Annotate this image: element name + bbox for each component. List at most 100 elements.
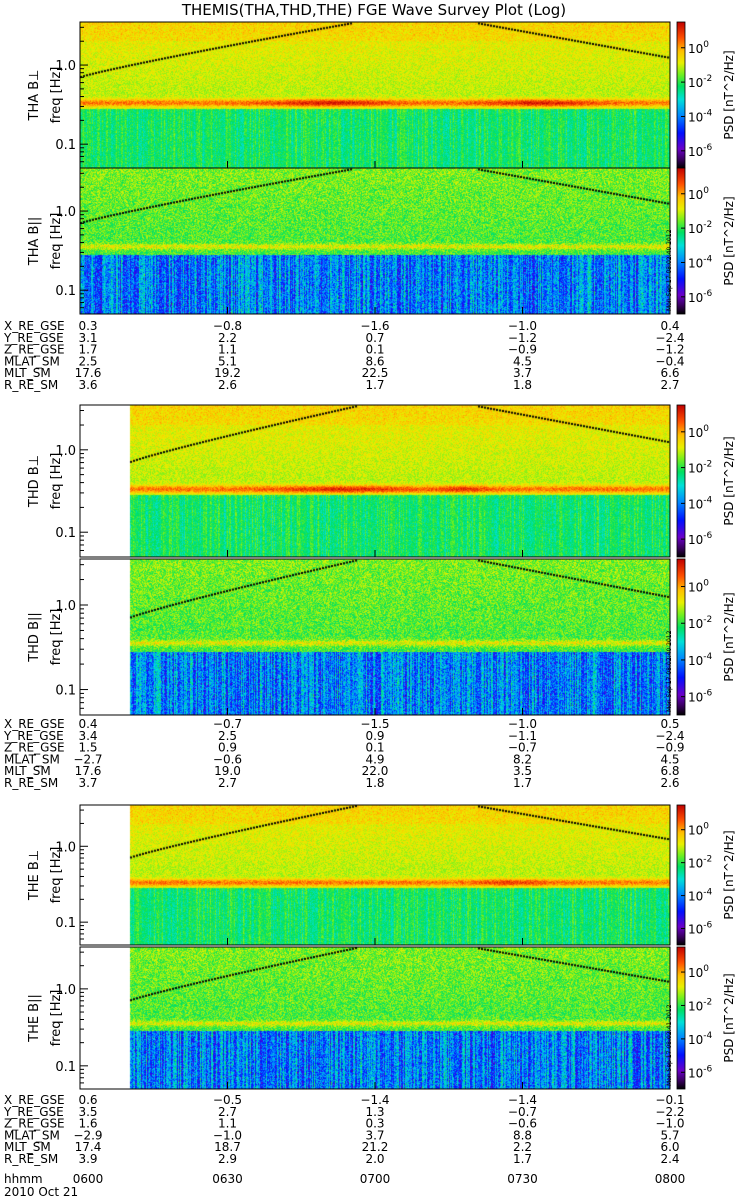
ephemeris-value: 8.6 <box>365 354 384 368</box>
colorbar-tick-label: 10-4 <box>688 652 713 668</box>
colorbar-tick-label: 10-4 <box>688 888 713 904</box>
y-tick-label: 1.0 <box>55 599 76 614</box>
ephemeris-row-label: Z_RE_GSE <box>4 741 65 755</box>
y-axis-label: freq [Hz] <box>49 609 64 666</box>
ephemeris-row-label: MLAT_SM <box>4 752 60 766</box>
ephemeris-value: 3.9 <box>78 1152 97 1166</box>
ephemeris-value: −0.9 <box>655 741 684 755</box>
ephemeris-row-label: MLT_SM <box>4 1140 51 1154</box>
ephemeris-row-label: Y_RE_GSE <box>3 729 64 743</box>
ephemeris-value: 17.6 <box>75 764 102 778</box>
y-tick-label: 0.1 <box>55 138 76 153</box>
ephemeris-value: −0.8 <box>213 319 242 333</box>
ephemeris-value: 22.0 <box>362 764 389 778</box>
ephemeris-value: 1.7 <box>513 776 532 790</box>
date-label: 2010 Oct 21 <box>4 1185 78 1199</box>
panel-label: THE B|| <box>27 994 42 1043</box>
ephemeris-value: 22.5 <box>362 366 389 380</box>
x-tick-label: 0700 <box>360 1172 391 1186</box>
ephemeris-value: 3.6 <box>78 378 97 392</box>
plot-timestamp: Mon Sep 17 08:02:40 2012 <box>666 229 673 311</box>
ephemeris-value: 8.8 <box>513 1128 532 1142</box>
colorbar-tick-label: 10-2 <box>688 997 712 1013</box>
spectrogram-panel: 1.0 0.1 THE B|| freq [Hz] 100 10-2 10-4 10-6 PSD… <box>27 946 736 1090</box>
ephemeris-row-label: Y_RE_GSE <box>3 1105 64 1119</box>
ephemeris-value: 3.5 <box>78 1105 97 1119</box>
ephemeris-value: 2.2 <box>513 1140 532 1154</box>
panel-label: THE B⊥ <box>27 850 42 901</box>
ephemeris-value: 2.4 <box>660 1152 679 1166</box>
colorbar-tick-label: 100 <box>688 579 709 595</box>
y-tick-label: 0.1 <box>55 916 76 931</box>
colorbar <box>676 946 686 1090</box>
y-tick-label: 0.1 <box>55 526 76 541</box>
colorbar-tick-exponent: 0 <box>703 40 709 50</box>
colorbar-tick-exponent: -2 <box>703 855 712 865</box>
colorbar-tick-exponent: -6 <box>703 921 712 931</box>
spectrogram-image <box>80 168 670 314</box>
ephemeris-value: 1.3 <box>365 1105 384 1119</box>
colorbar-label: PSD [nT^2/Hz] <box>722 973 736 1062</box>
x-tick-label: 0800 <box>655 1172 686 1186</box>
colorbar-tick-label: 10-6 <box>688 921 713 937</box>
ephemeris-value: −1.2 <box>508 331 537 345</box>
y-tick-label: 1.0 <box>55 59 76 74</box>
ephemeris-value: 1.8 <box>513 378 532 392</box>
ephemeris-table: X_RE_GSE 0.6 −0.5 −1.4 −1.4 −0.1 Y_RE_GSE 3.5 2.… <box>3 1093 685 1166</box>
y-tick-label: 0.1 <box>55 684 76 699</box>
colorbar-tick-exponent: -4 <box>703 1031 712 1041</box>
ephemeris-value: 0.9 <box>218 741 237 755</box>
colorbar-tick-exponent: -2 <box>703 615 712 625</box>
ephemeris-value: 0.5 <box>660 717 679 731</box>
ephemeris-row-label: Z_RE_GSE <box>4 343 65 357</box>
ephemeris-value: −2.2 <box>655 1105 684 1119</box>
ephemeris-value: −0.7 <box>213 717 242 731</box>
ephemeris-row-label: X_RE_GSE <box>4 1093 65 1107</box>
plot-timestamp: Mon Sep 17 08:02:41 2012 <box>666 1004 673 1086</box>
ephemeris-value: 3.7 <box>78 776 97 790</box>
ephemeris-value: 0.7 <box>365 331 384 345</box>
ephemeris-tables: X_RE_GSE 0.3 −0.8 −1.6 −1.0 0.4 Y_RE_GSE 3.1 2.2… <box>3 319 685 1186</box>
plot-timestamp: Mon Sep 17 08:02:40 2012 <box>666 630 673 712</box>
colorbar-tick-exponent: -2 <box>703 460 712 470</box>
ephemeris-row-label: MLAT_SM <box>4 1128 60 1142</box>
colorbar-tick-label: 10-4 <box>688 108 713 124</box>
ephemeris-value: 3.1 <box>78 331 97 345</box>
colorbar-tick-exponent: -4 <box>703 652 712 662</box>
colorbar-tick-exponent: -2 <box>703 220 712 230</box>
ephemeris-value: 1.7 <box>365 378 384 392</box>
spectrogram-image <box>80 947 670 1089</box>
ephemeris-value: −0.4 <box>655 354 684 368</box>
colorbar-tick-label: 10-6 <box>688 143 713 159</box>
x-tick-label: 0600 <box>73 1172 104 1186</box>
ephemeris-value: 8.2 <box>513 752 532 766</box>
colorbar-tick-exponent: -6 <box>703 689 712 699</box>
ephemeris-value: −0.7 <box>508 1105 537 1119</box>
ephemeris-row-label: MLT_SM <box>4 366 51 380</box>
colorbar-tick-label: 100 <box>688 822 709 838</box>
x-tick-labels: 0600 0630 0700 0730 0800 <box>73 1172 686 1186</box>
ephemeris-value: 5.7 <box>660 1128 679 1142</box>
colorbar-tick-label: 10-6 <box>688 1064 713 1080</box>
spectrogram-image <box>80 805 670 945</box>
ephemeris-value: 17.4 <box>75 1140 102 1154</box>
ephemeris-value: 2.6 <box>218 378 237 392</box>
panel-label: THD B⊥ <box>27 455 42 508</box>
colorbar-tick-exponent: 0 <box>703 964 709 974</box>
ephemeris-value: 1.5 <box>78 741 97 755</box>
ephemeris-value: 0.1 <box>365 343 384 357</box>
spectrogram-image <box>80 559 670 715</box>
spectrogram-panels: 1.0 0.1 THA B⊥ freq [Hz] 100 10-2 10-4 10-6 PSD … <box>27 21 736 1090</box>
x-axis-label: hhmm <box>4 1172 43 1186</box>
ephemeris-value: 21.2 <box>362 1140 389 1154</box>
colorbar-tick-exponent: -2 <box>703 997 712 1007</box>
ephemeris-value: 2.5 <box>78 354 97 368</box>
colorbar-tick-label: 10-6 <box>688 689 713 705</box>
ephemeris-value: 2.2 <box>218 331 237 345</box>
ephemeris-value: −1.0 <box>655 1117 684 1131</box>
y-axis-label: freq [Hz] <box>49 453 64 510</box>
y-tick-label: 1.0 <box>55 205 76 220</box>
colorbar-tick-exponent: 0 <box>703 186 709 196</box>
ephemeris-value: 0.3 <box>78 319 97 333</box>
ephemeris-value: 2.5 <box>218 729 237 743</box>
